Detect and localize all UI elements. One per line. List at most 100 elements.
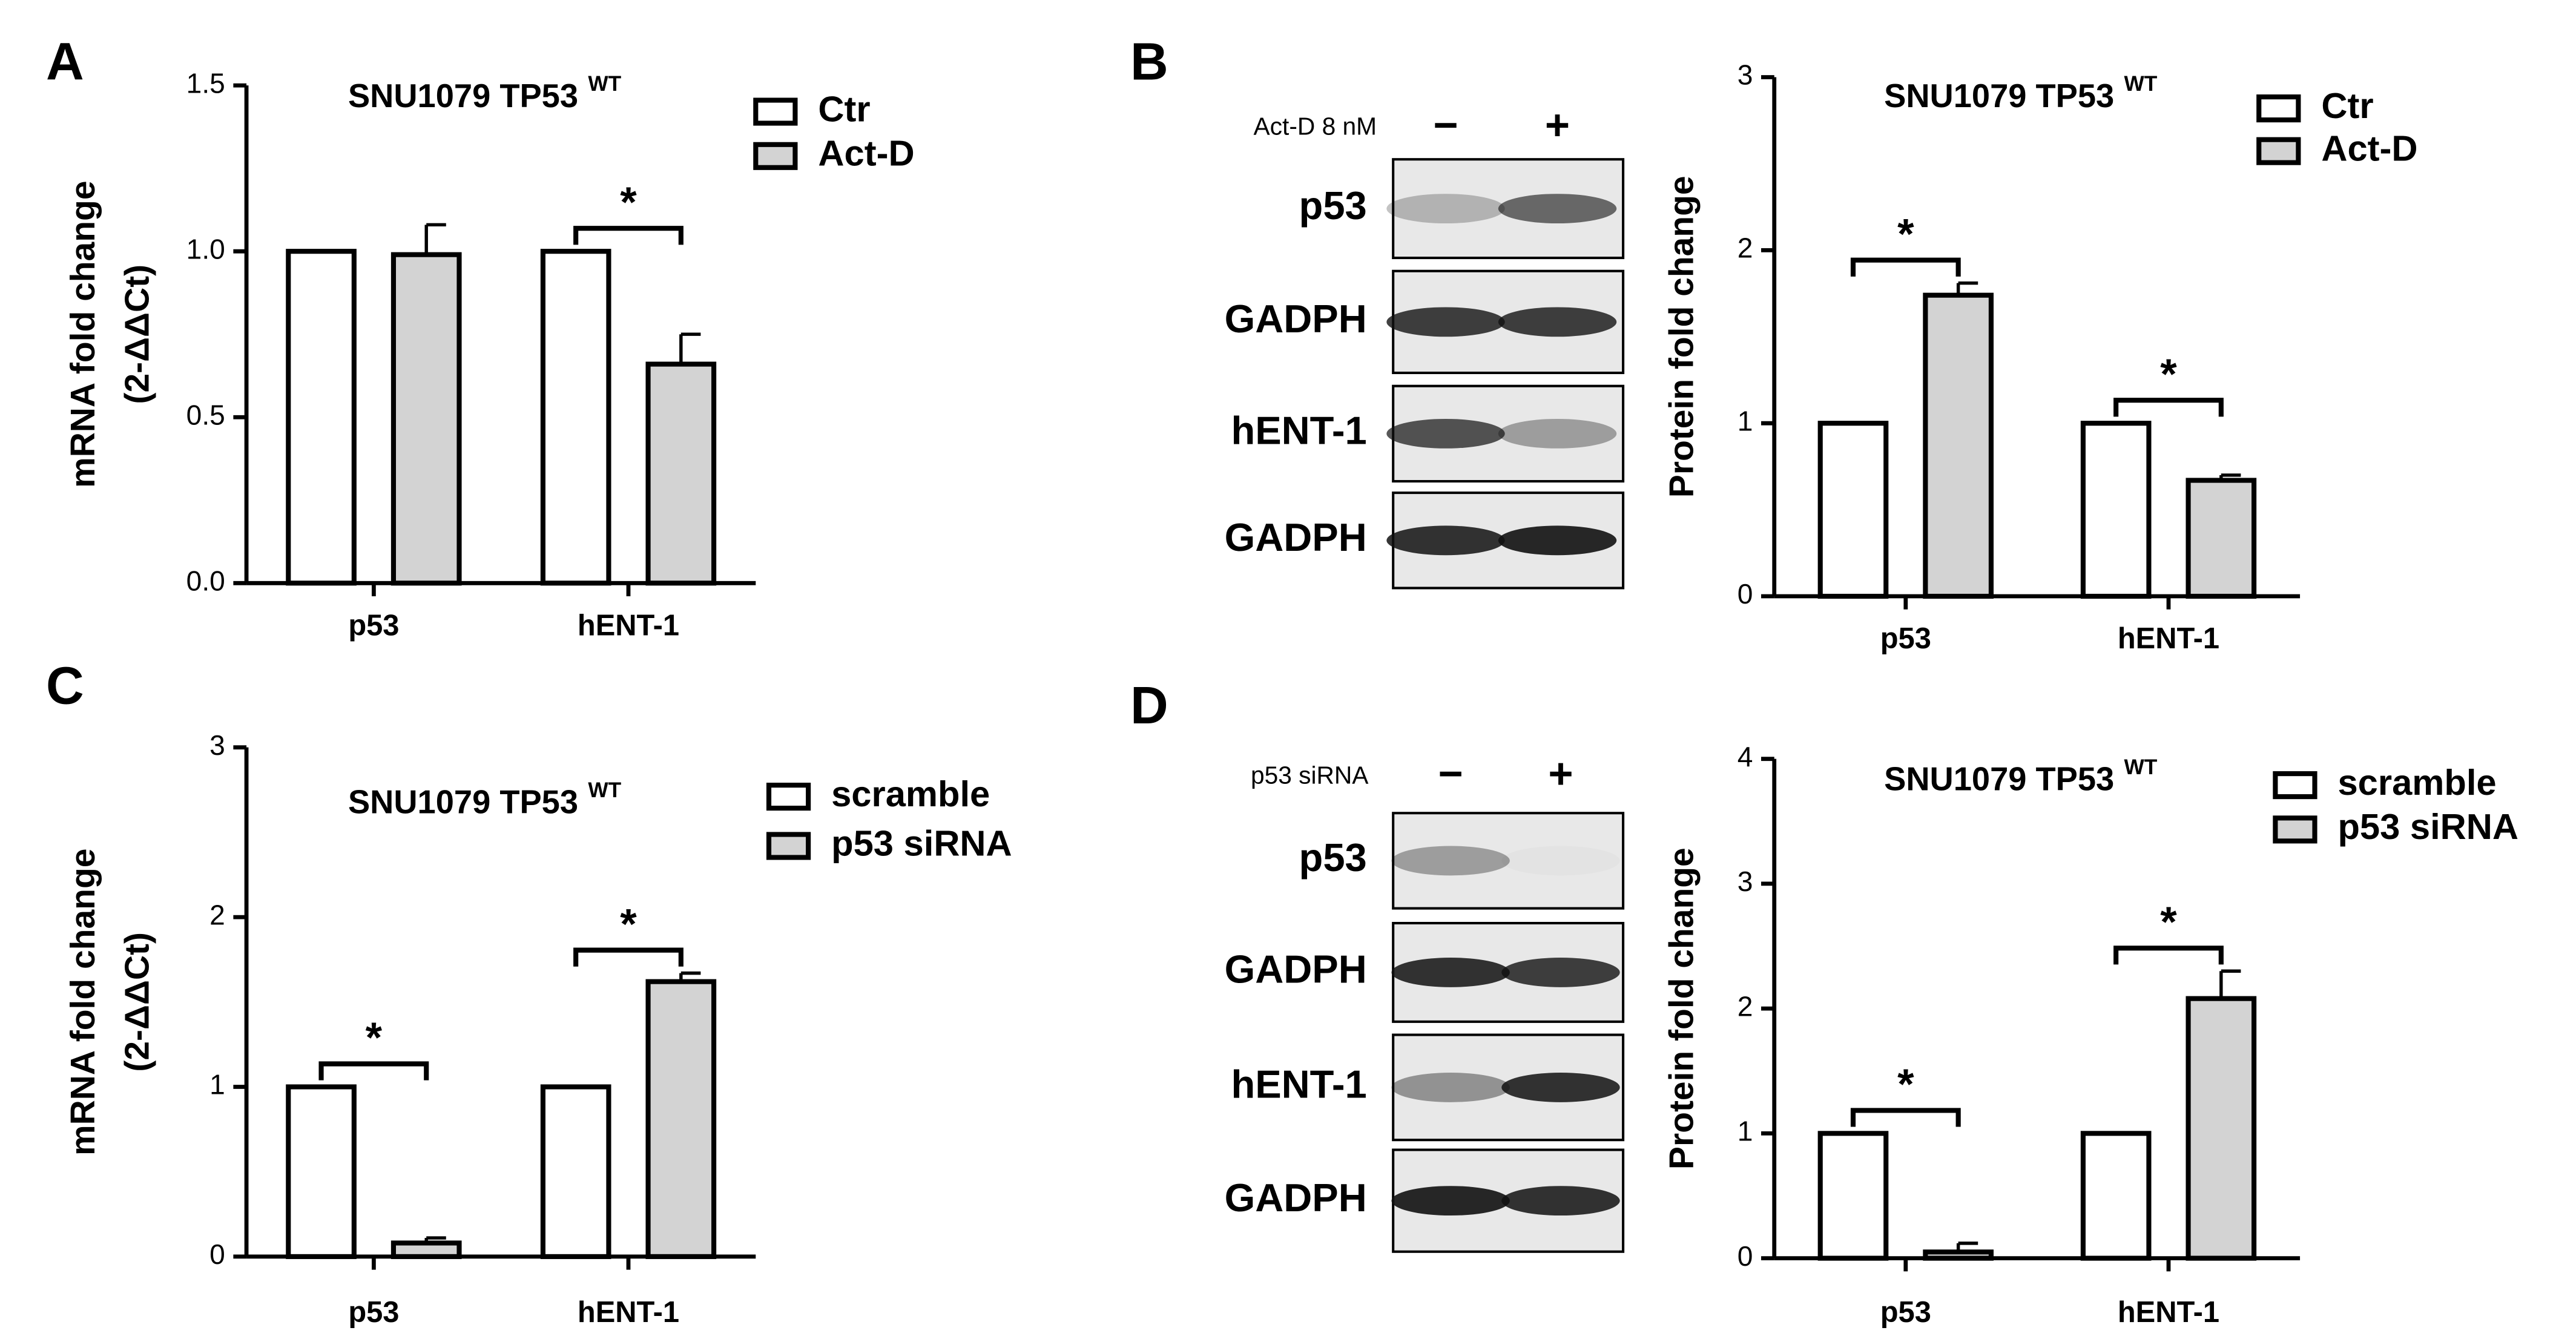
blot-image [1392, 812, 1625, 910]
y-tick-label: 4 [1738, 741, 1753, 772]
significance-label: * [1897, 209, 1914, 257]
chart-title: SNU1079 TP53 WT [348, 778, 622, 821]
y-tick-label: 1.5 [186, 67, 225, 99]
bar [540, 1084, 611, 1259]
chart-title: SNU1079 TP53 WT [348, 72, 622, 114]
blot-treatment: p53 siRNA [1251, 761, 1369, 789]
y-tick-label: 2 [1738, 232, 1753, 264]
bar [2080, 1131, 2152, 1261]
bar [2186, 478, 2257, 599]
bar [1923, 292, 1994, 599]
blot-band [1391, 958, 1510, 987]
x-tick-label: hENT-1 [578, 1296, 679, 1329]
chart-title: SNU1079 TP53 WT [1884, 755, 2158, 798]
blot-row-label: p53 [1299, 183, 1367, 228]
legend-label: p53 siRNA [831, 823, 1012, 863]
significance-bracket [573, 947, 684, 967]
error-bar [424, 223, 446, 255]
y-tick-label: 0.0 [186, 565, 225, 597]
blot-row-label: GADPH [1225, 515, 1367, 559]
blot-lane: − [1433, 100, 1458, 148]
y-tick-label: 0 [1738, 578, 1753, 610]
bar [540, 249, 611, 586]
blot-row-label: GADPH [1225, 947, 1367, 992]
bar [645, 979, 717, 1259]
legend-label: Act-D [818, 133, 914, 174]
legend-label: Ctr [2321, 85, 2373, 126]
x-tick-label: p53 [1880, 622, 1931, 655]
y-tick-label: 1 [209, 1069, 225, 1100]
blot-row-label: GADPH [1225, 297, 1367, 341]
legend-swatch [2273, 815, 2317, 844]
bar [286, 1084, 357, 1259]
y-tick-label: 3 [1738, 59, 1753, 91]
blot-band [1391, 1186, 1510, 1216]
y-tick-label: 1 [1738, 405, 1753, 436]
chart-title-superscript: WT [2124, 755, 2158, 779]
blot-band [1501, 846, 1619, 875]
y-tick-label: 3 [209, 729, 225, 761]
x-tick-label: hENT-1 [2118, 622, 2219, 655]
significance-bracket [2113, 398, 2224, 417]
y-axis-label: mRNA fold change [64, 849, 102, 1156]
significance-label: * [620, 900, 637, 947]
legend-swatch [2256, 137, 2301, 165]
bar [2080, 421, 2152, 599]
chart-title-main: SNU1079 TP53 [1884, 761, 2114, 798]
legend-swatch [753, 142, 798, 170]
blot-row-label: hENT-1 [1231, 1062, 1366, 1107]
legend-label: p53 siRNA [2337, 806, 2518, 847]
y-axis-label: mRNA fold change [64, 180, 102, 487]
legend-label: Ctr [818, 88, 870, 129]
y-axis-label: Protein fold change [1662, 847, 1701, 1169]
legend-swatch [2256, 94, 2301, 123]
blot-band [1498, 525, 1617, 556]
legend-swatch [753, 97, 798, 126]
bar [1817, 1131, 1889, 1261]
error-bar [1956, 281, 1978, 295]
legend-label: Act-D [2321, 128, 2417, 168]
y-axis-label: (2-ΔΔCt) [118, 932, 157, 1072]
blot-band [1386, 194, 1505, 224]
chart-title-superscript: WT [588, 72, 621, 96]
blot-lane: + [1548, 749, 1573, 797]
bar [645, 361, 717, 586]
significance-label: * [620, 178, 637, 226]
panel-letter: B [1130, 32, 1168, 91]
legend-swatch [2273, 771, 2317, 800]
blot-band [1391, 1072, 1510, 1102]
blot-band [1386, 525, 1505, 556]
error-bar [679, 971, 701, 982]
y-tick-label: 0 [209, 1238, 225, 1270]
significance-bracket [573, 226, 684, 245]
chart-title-superscript: WT [588, 778, 621, 802]
y-tick-label: 0.5 [186, 399, 225, 430]
blot-band [1498, 418, 1617, 449]
legend-label: scramble [831, 774, 990, 814]
error-bar [2219, 473, 2241, 481]
chart-title: SNU1079 TP53 WT [1884, 72, 2158, 114]
bar [1817, 421, 1889, 599]
legend-label: scramble [2337, 762, 2496, 803]
error-bar [2219, 969, 2241, 999]
y-axis-label: Protein fold change [1662, 176, 1701, 498]
significance-label: * [366, 1013, 383, 1061]
blot-band [1386, 418, 1505, 449]
blot-lane: − [1438, 749, 1463, 797]
significance-bracket [318, 1061, 429, 1081]
blot-band [1498, 307, 1617, 337]
bar [390, 252, 462, 586]
x-tick-label: hENT-1 [2118, 1296, 2219, 1329]
blot-treatment: Act-D 8 nM [1254, 112, 1377, 140]
blot-band [1391, 846, 1510, 876]
chart-title-main: SNU1079 TP53 [348, 784, 578, 821]
chart-title-superscript: WT [2124, 72, 2158, 96]
error-bar [679, 332, 701, 364]
bar [390, 1240, 462, 1259]
bar [1923, 1249, 1994, 1261]
panel-letter: D [1130, 676, 1168, 735]
significance-label: * [1897, 1060, 1914, 1108]
y-tick-label: 3 [1738, 866, 1753, 897]
blot-band [1498, 194, 1617, 224]
